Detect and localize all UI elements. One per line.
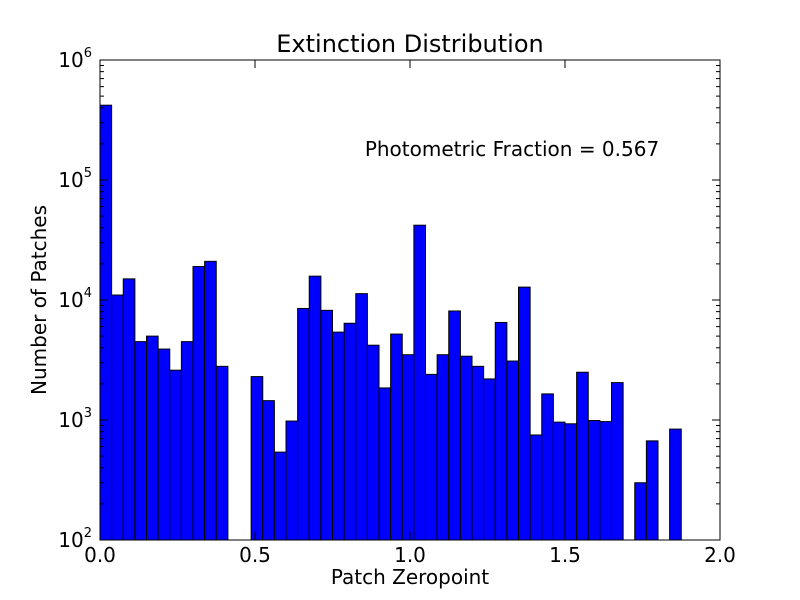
histogram-bar: [134, 341, 148, 541]
histogram-bar: [401, 354, 415, 541]
histogram-bar: [180, 341, 194, 541]
histogram-bar: [471, 365, 485, 541]
x-tick-label: 0.5: [239, 543, 271, 567]
histogram-bar: [529, 434, 543, 541]
histogram-bar: [494, 321, 508, 541]
histogram-bar: [320, 309, 334, 541]
histogram-bar: [518, 286, 531, 541]
y-tick-label: 102: [58, 526, 92, 552]
histogram-bar: [192, 266, 206, 541]
x-axis-label: Patch Zeropoint: [331, 565, 489, 589]
histogram-bar: [332, 331, 345, 541]
histogram-bar: [436, 354, 450, 541]
histogram-bar: [215, 365, 229, 541]
histogram-bar: [146, 335, 159, 541]
histogram-bar: [425, 373, 438, 541]
y-tick-label: 104: [58, 286, 92, 312]
histogram-bar: [448, 310, 461, 541]
y-tick-label: 106: [58, 46, 92, 72]
histogram-bar: [587, 420, 601, 541]
x-tick-label: 1.5: [549, 543, 581, 567]
x-tick-label: 2.0: [704, 543, 736, 567]
histogram-bar: [285, 420, 299, 541]
histogram-bar: [169, 369, 182, 541]
histogram-bar: [366, 344, 380, 541]
x-tick-label: 0.0: [84, 543, 116, 567]
histogram-bar: [506, 360, 520, 541]
histogram-bar: [634, 482, 647, 541]
photometric-fraction-annotation: Photometric Fraction = 0.567: [365, 137, 659, 161]
histogram-bar: [541, 393, 554, 541]
bars-group: [99, 104, 682, 541]
histogram-bar: [204, 260, 217, 541]
x-tick-label: 1.0: [394, 543, 426, 567]
histogram-bar: [576, 371, 589, 541]
histogram-bar: [250, 376, 264, 541]
histogram-bar: [343, 322, 357, 541]
histogram-bar: [378, 387, 392, 541]
histogram-bar: [483, 378, 496, 541]
histogram-bar: [669, 428, 682, 541]
histogram-bar: [122, 278, 136, 541]
histogram-bar: [611, 382, 624, 541]
histogram-bar: [413, 224, 427, 541]
histogram-bar: [273, 451, 287, 541]
histogram-bar: [297, 307, 310, 541]
y-axis-label: Number of Patches: [27, 205, 51, 395]
histogram-bar: [645, 440, 659, 541]
histogram-bar: [390, 333, 403, 541]
chart-title: Extinction Distribution: [276, 30, 543, 58]
y-axis-ticks: 102 103 104 105 106: [58, 46, 720, 552]
histogram-bar: [262, 400, 275, 541]
histogram-bar: [599, 421, 613, 541]
histogram-bar: [355, 293, 368, 541]
histogram-bar: [308, 275, 322, 541]
histogram-bar: [99, 104, 113, 541]
y-tick-label: 105: [58, 166, 92, 192]
histogram-bar: [564, 423, 578, 541]
y-tick-label: 103: [58, 406, 92, 432]
histogram-bar: [111, 294, 124, 541]
x-axis-ticks: 0.0 0.5 1.0 1.5 2.0: [84, 60, 736, 567]
histogram-bar: [459, 355, 473, 541]
histogram-bar: [552, 421, 566, 541]
histogram-bar: [157, 348, 171, 541]
